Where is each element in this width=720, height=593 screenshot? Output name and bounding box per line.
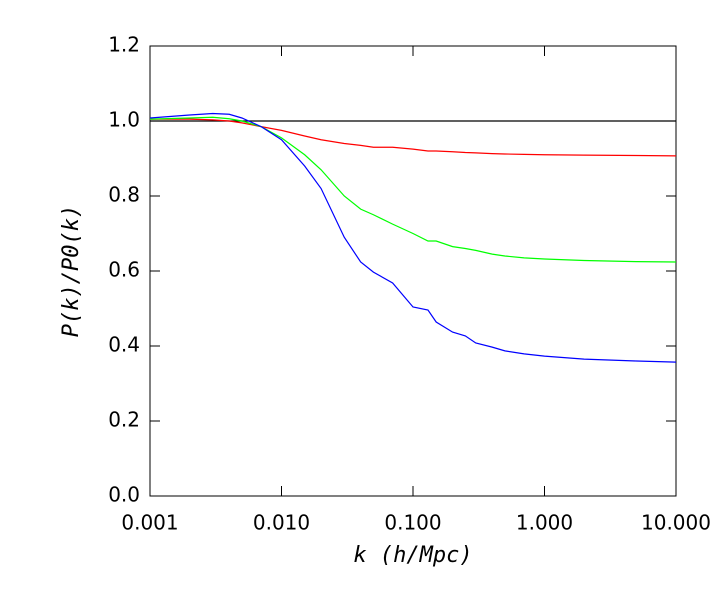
y-tick-label: 1.2 [108,33,140,57]
line-series [150,118,677,157]
y-tick-label: 0.6 [108,258,140,282]
x-tick-label: 1.000 [516,511,573,535]
y-tick-label: 1.0 [108,108,140,132]
line-series [149,112,677,363]
line-series [149,116,677,263]
y-tick-label: 0.4 [108,333,140,357]
y-tick-label: 0.2 [108,408,140,432]
y-axis-title: P(k)/P0(k) [59,205,84,337]
y-tick-label: 0.0 [108,483,140,507]
x-tick-label: 0.100 [384,511,441,535]
plot-frame [149,45,677,497]
y-tick-label: 0.8 [108,183,140,207]
x-tick-label: 10.000 [641,511,711,535]
x-tick-label: 0.010 [253,511,310,535]
x-axis-title: k (h/Mpc) [353,543,472,568]
x-tick-label: 0.001 [121,511,178,535]
